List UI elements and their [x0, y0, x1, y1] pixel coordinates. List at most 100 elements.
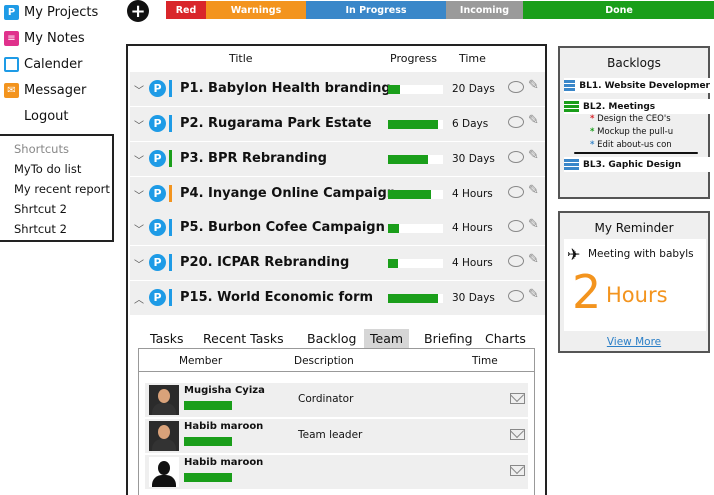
sidebar-item-label: Messager: [24, 82, 87, 98]
comment-icon[interactable]: [508, 81, 524, 93]
status-red[interactable]: Red: [166, 1, 206, 19]
pencil-icon[interactable]: ✎: [528, 78, 539, 93]
backlog-label: BL3. Gaphic Design: [583, 159, 682, 170]
status-warnings[interactable]: Warnings: [206, 1, 306, 19]
project-title[interactable]: P1. Babylon Health branding: [180, 81, 391, 96]
status-incoming[interactable]: Incoming: [446, 1, 523, 19]
project-title[interactable]: P15. World Economic form: [180, 290, 374, 305]
pencil-icon[interactable]: ✎: [528, 252, 539, 267]
subitem-text: Design the CEO's: [597, 114, 671, 124]
shortcut-link[interactable]: My recent report: [14, 182, 110, 196]
comment-icon[interactable]: [508, 255, 524, 267]
backlog-subitem[interactable]: * Design the CEO's: [590, 114, 706, 124]
projects-panel: Title Progress Time ﹀ P P1. Babylon Health…: [126, 44, 547, 495]
pencil-icon[interactable]: ✎: [528, 287, 539, 302]
add-project-button[interactable]: +: [127, 0, 149, 22]
sidebar-item-my-notes[interactable]: ≡ My Notes: [4, 28, 85, 48]
backlog-subitem[interactable]: * Mockup the pull-u: [590, 127, 706, 137]
logout-icon: ⇥: [4, 108, 19, 124]
project-row[interactable]: ﹀ P P2. Rugarama Park Estate 6 Days ✎: [130, 107, 545, 141]
p-icon: P: [149, 289, 166, 306]
shortcuts-panel: Shortcuts MyTo do list My recent report …: [0, 134, 114, 242]
project-row[interactable]: ﹀ P P5. Burbon Cofee Campaign 4 Hours ✎: [130, 211, 545, 245]
comment-icon[interactable]: [508, 220, 524, 232]
project-time: 4 Hours: [452, 222, 493, 234]
pencil-icon[interactable]: ✎: [528, 217, 539, 232]
status-done[interactable]: Done: [523, 1, 714, 19]
backlogs-title: Backlogs: [607, 56, 661, 70]
sidebar-item-my-projects[interactable]: P My Projects: [4, 2, 98, 22]
tab-briefing[interactable]: Briefing: [424, 331, 473, 346]
envelope-icon[interactable]: [510, 393, 525, 404]
comment-icon[interactable]: [508, 151, 524, 163]
project-title[interactable]: P3. BPR Rebranding: [180, 151, 327, 166]
sidebar-item-label: Logout: [24, 108, 69, 124]
team-member-row[interactable]: Habib maroon: [145, 455, 528, 489]
project-title[interactable]: P5. Burbon Cofee Campaign: [180, 220, 385, 235]
column-progress-header: Progress: [390, 52, 437, 65]
envelope-icon[interactable]: [510, 429, 525, 440]
comment-icon[interactable]: [508, 290, 524, 302]
project-time: 20 Days: [452, 83, 495, 95]
reminder-text: Meeting with babyls: [588, 248, 694, 260]
chevron-down-icon[interactable]: ﹀: [134, 156, 144, 167]
member-progress-bar: [184, 473, 232, 482]
member-description: Cordinator: [298, 393, 354, 405]
member-description: Team leader: [298, 429, 363, 441]
tab-recent-tasks[interactable]: Recent Tasks: [203, 331, 284, 346]
project-title[interactable]: P20. ICPAR Rebranding: [180, 255, 350, 270]
project-row[interactable]: ﹀ P P4. Inyange Online Campaign 4 Hours ✎: [130, 177, 545, 211]
chevron-down-icon[interactable]: ﹀: [134, 260, 144, 271]
shortcut-link[interactable]: MyTo do list: [14, 162, 82, 176]
p-icon: P: [149, 80, 166, 97]
backlog-item[interactable]: BL3. Gaphic Design: [564, 157, 710, 172]
sidebar-item-messager[interactable]: ✉ Messager: [4, 80, 86, 100]
project-row[interactable]: ﹀ P P3. BPR Rebranding 30 Days ✎: [130, 142, 545, 176]
project-row[interactable]: ︿ P P15. World Economic form 30 Days ✎: [130, 281, 545, 315]
project-row[interactable]: ﹀ P P1. Babylon Health branding 20 Days ✎: [130, 72, 545, 106]
status-in-progress[interactable]: In Progress: [306, 1, 446, 19]
backlog-subitem[interactable]: * Edit about-us con: [590, 140, 706, 150]
project-row[interactable]: ﹀ P P20. ICPAR Rebranding 4 Hours ✎: [130, 246, 545, 280]
sidebar-item-calender[interactable]: Calender: [4, 54, 83, 74]
team-member-row[interactable]: Habib maroon Team leader: [145, 419, 528, 453]
backlog-item[interactable]: BL2. Meetings: [564, 99, 710, 114]
list-icon: [564, 159, 579, 170]
chevron-down-icon[interactable]: ﹀: [134, 121, 144, 132]
status-label: Warnings: [230, 4, 282, 16]
comment-icon[interactable]: [508, 186, 524, 198]
chevron-down-icon[interactable]: ﹀: [134, 225, 144, 236]
envelope-icon[interactable]: [510, 465, 525, 476]
status-label: Done: [605, 4, 633, 16]
project-title[interactable]: P4. Inyange Online Campaign: [180, 186, 397, 201]
pencil-icon[interactable]: ✎: [528, 113, 539, 128]
chevron-down-icon[interactable]: ﹀: [134, 191, 144, 202]
chevron-down-icon[interactable]: ﹀: [134, 86, 144, 97]
project-time: 6 Days: [452, 118, 489, 130]
pencil-icon[interactable]: ✎: [528, 148, 539, 163]
shortcut-link[interactable]: Shrtcut 2: [14, 202, 67, 216]
backlog-item[interactable]: BL1. Website Developmer: [564, 78, 710, 93]
tab-backlog[interactable]: Backlog: [307, 331, 357, 346]
status-tag: [169, 219, 172, 236]
star-icon: *: [590, 140, 595, 150]
progress-bar: [388, 190, 443, 199]
reminder-unit: Hours: [606, 283, 668, 307]
pencil-icon[interactable]: ✎: [528, 183, 539, 198]
status-tag: [169, 150, 172, 167]
chevron-up-icon[interactable]: ︿: [134, 295, 144, 306]
tab-charts[interactable]: Charts: [485, 331, 526, 346]
sidebar-item-label: Calender: [24, 56, 83, 72]
tab-team[interactable]: Team: [364, 329, 410, 349]
comment-icon[interactable]: [508, 116, 524, 128]
tab-tasks[interactable]: Tasks: [150, 331, 184, 346]
column-description-header: Description: [294, 355, 354, 367]
sidebar-item-logout[interactable]: ⇥ Logout: [4, 106, 69, 126]
progress-bar: [388, 120, 443, 129]
column-title-header: Title: [229, 52, 253, 65]
notes-icon: ≡: [4, 30, 19, 46]
team-member-row[interactable]: Mugisha Cyiza Cordinator: [145, 383, 528, 417]
shortcut-link[interactable]: Shrtcut 2: [14, 222, 67, 236]
view-more-link[interactable]: View More: [606, 336, 662, 348]
project-title[interactable]: P2. Rugarama Park Estate: [180, 116, 372, 131]
